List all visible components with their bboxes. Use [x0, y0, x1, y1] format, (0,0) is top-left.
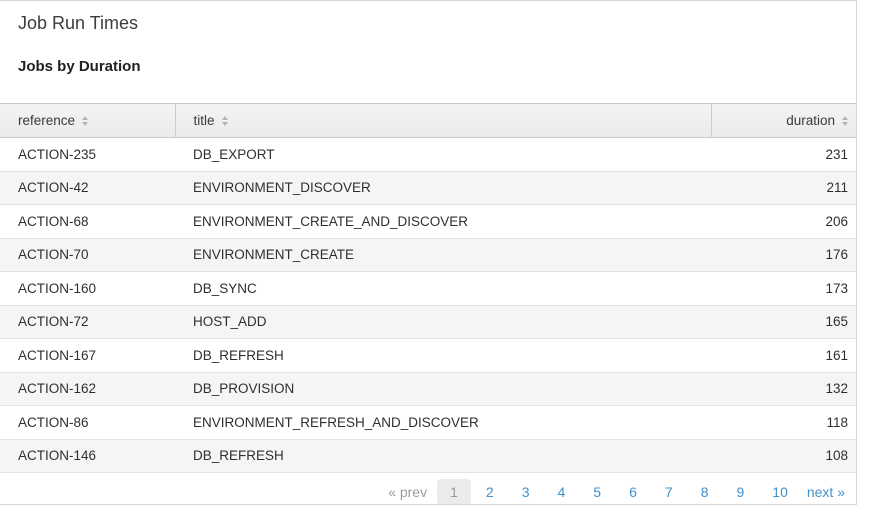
- jobs-table: reference title duration: [0, 103, 856, 473]
- cell-title: DB_SYNC: [175, 271, 711, 306]
- cell-title: DB_REFRESH: [175, 338, 711, 373]
- sort-icon: [221, 115, 228, 126]
- table-row: ACTION-162 DB_PROVISION 132: [0, 372, 856, 406]
- table-row: ACTION-68 ENVIRONMENT_CREATE_AND_DISCOVER…: [0, 204, 856, 239]
- jobs-table-body: ACTION-235 DB_EXPORT 231 ACTION-42 ENVIRONME…: [0, 137, 856, 473]
- cell-reference: ACTION-162: [0, 372, 175, 406]
- cell-title: ENVIRONMENT_DISCOVER: [175, 171, 711, 205]
- cell-title: ENVIRONMENT_REFRESH_AND_DISCOVER: [175, 405, 711, 440]
- table-row: ACTION-72 HOST_ADD 165: [0, 305, 856, 339]
- sort-icon: [842, 115, 848, 126]
- cell-duration: 108: [711, 439, 856, 473]
- pagination-page-current[interactable]: 1: [437, 478, 471, 504]
- cell-duration: 231: [711, 137, 856, 172]
- pagination-page-link[interactable]: 5: [593, 483, 602, 500]
- table-row: ACTION-160 DB_SYNC 173: [0, 271, 856, 306]
- cell-reference: ACTION-72: [0, 305, 175, 339]
- cell-reference: ACTION-167: [0, 338, 175, 373]
- jobs-table-header: reference title duration: [0, 103, 856, 138]
- cell-duration: 206: [711, 204, 856, 239]
- pagination-page-link[interactable]: 7: [664, 483, 673, 500]
- column-header-title[interactable]: title: [174, 103, 711, 138]
- cell-duration: 161: [711, 338, 856, 373]
- cell-duration: 176: [711, 238, 856, 272]
- cell-duration: 173: [711, 271, 856, 306]
- cell-reference: ACTION-86: [0, 405, 175, 440]
- pagination-next-link[interactable]: next »: [806, 483, 845, 500]
- column-header-duration[interactable]: duration: [710, 103, 856, 138]
- column-header-duration-label: duration: [786, 113, 835, 128]
- cell-reference: ACTION-42: [0, 171, 175, 205]
- cell-reference: ACTION-146: [0, 439, 175, 473]
- pagination-page-link[interactable]: 9: [736, 483, 745, 500]
- cell-reference: ACTION-70: [0, 238, 175, 272]
- sort-icon: [82, 115, 89, 126]
- table-row: ACTION-167 DB_REFRESH 161: [0, 338, 856, 373]
- table-row: ACTION-235 DB_EXPORT 231: [0, 137, 856, 172]
- cell-title: DB_PROVISION: [175, 372, 711, 406]
- pagination-page-link[interactable]: 2: [485, 483, 494, 500]
- cell-title: ENVIRONMENT_CREATE: [175, 238, 711, 272]
- pagination: « prev 1 2 3 4 5 6 7 8 9 10 next »: [0, 473, 856, 504]
- column-header-reference-label: reference: [18, 113, 76, 128]
- column-header-reference[interactable]: reference: [0, 103, 175, 138]
- table-row: ACTION-86 ENVIRONMENT_REFRESH_AND_DISCOVE…: [0, 405, 856, 440]
- pagination-page-link[interactable]: 6: [629, 483, 637, 500]
- pagination-page-link[interactable]: 4: [557, 483, 566, 500]
- cell-title: DB_EXPORT: [175, 137, 711, 172]
- pagination-page-link[interactable]: 10: [772, 483, 788, 500]
- table-row: ACTION-70 ENVIRONMENT_CREATE 176: [0, 238, 856, 272]
- table-row: ACTION-42 ENVIRONMENT_DISCOVER 211: [0, 171, 856, 205]
- pagination-prev-link[interactable]: « prev: [388, 483, 428, 500]
- pagination-page-link[interactable]: 8: [700, 483, 709, 500]
- column-header-title-label: title: [193, 113, 215, 128]
- cell-title: ENVIRONMENT_CREATE_AND_DISCOVER: [175, 204, 711, 239]
- cell-duration: 211: [711, 171, 856, 205]
- cell-reference: ACTION-160: [0, 271, 175, 306]
- page-title: Job Run Times: [18, 13, 139, 33]
- table-row: ACTION-146 DB_REFRESH 108: [0, 439, 856, 473]
- cell-reference: ACTION-68: [0, 204, 175, 239]
- cell-duration: 165: [711, 305, 856, 339]
- cell-title: DB_REFRESH: [175, 439, 711, 473]
- section-title: Jobs by Duration: [18, 58, 141, 75]
- report-panel: Job Run Times Jobs by Duration reference…: [0, 0, 857, 505]
- pagination-page-link[interactable]: 3: [521, 483, 530, 500]
- cell-duration: 118: [711, 405, 856, 440]
- pagination-pages: 1 2 3 4 5 6 7 8 9 10: [436, 478, 802, 504]
- cell-reference: ACTION-235: [0, 137, 175, 172]
- cell-duration: 132: [711, 372, 856, 406]
- cell-title: HOST_ADD: [175, 305, 711, 339]
